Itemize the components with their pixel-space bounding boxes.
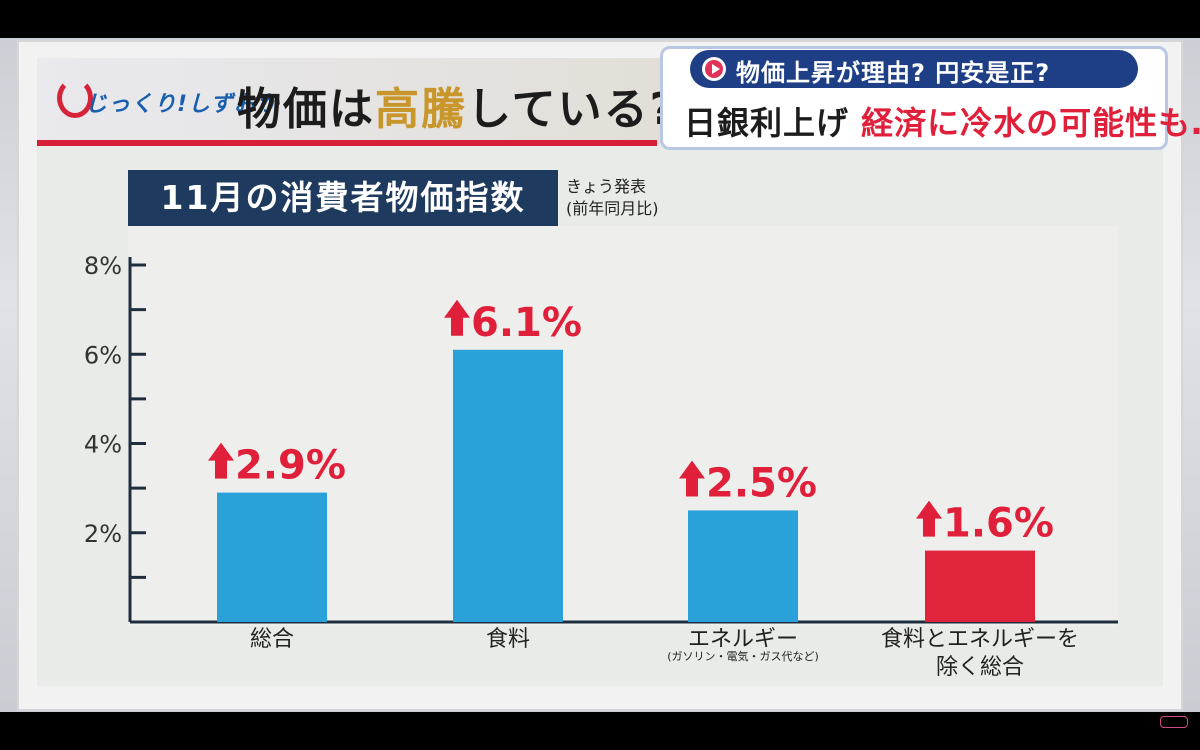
news-sub-pill — [690, 50, 1138, 88]
category-label: エネルギー — [688, 627, 798, 652]
page-title-part3: している? — [467, 84, 678, 135]
chart-note-line1: きょう発表 — [566, 177, 647, 196]
logo-text: じっくり!しずおか — [85, 92, 280, 117]
category-label: 食料とエネルギーを — [881, 627, 1079, 652]
bar-value-label: 2.5% — [706, 460, 817, 506]
news-sub-headline: 物価上昇が理由? 円安是正? — [736, 59, 1051, 87]
bar — [453, 349, 563, 622]
top-letterbox — [0, 0, 1200, 38]
up-arrow-icon — [208, 442, 234, 479]
category-note: (ガソリン・電気・ガス代など) — [667, 649, 819, 663]
bar — [688, 510, 798, 622]
category-label: 除く総合 — [936, 655, 1024, 680]
up-arrow-icon — [679, 460, 705, 497]
bar — [925, 550, 1035, 622]
logo-ring-icon — [57, 78, 93, 118]
bottom-letterbox — [0, 712, 1200, 750]
title-underline — [37, 140, 657, 146]
y-tick-label: 6% — [84, 341, 122, 369]
up-arrow-icon — [444, 299, 470, 336]
page-title: 物価は高騰している? — [237, 73, 677, 137]
bar-value-label: 1.6% — [943, 501, 1054, 547]
news-main-headline: 日銀利上げ 経済に冷水の可能性も… — [684, 98, 1200, 144]
category-label: 総合 — [250, 627, 294, 652]
program-logo: じっくり!しずおか — [57, 74, 279, 130]
play-icon — [702, 57, 726, 81]
chart-note-line2: (前年同月比) — [566, 199, 659, 218]
chart-title: 11月の消費者物価指数 — [128, 170, 558, 226]
bar-value-label: 6.1% — [471, 300, 582, 346]
news-main-part2: 経済に冷水の可能性も… — [861, 104, 1200, 142]
y-tick-label: 2% — [84, 520, 122, 548]
broadcaster-logo-icon — [1160, 716, 1188, 728]
up-arrow-icon — [916, 500, 942, 537]
y-tick-label: 8% — [84, 252, 122, 280]
bar-value-label: 2.9% — [235, 443, 346, 489]
bar — [217, 492, 327, 622]
page-title-part1: 物価は — [237, 84, 375, 135]
news-main-part1: 日銀利上げ — [684, 104, 862, 142]
category-label: 食料 — [486, 627, 530, 652]
page-title-highlight: 高騰 — [375, 84, 467, 135]
chart-note: きょう発表 (前年同月比) — [566, 176, 659, 220]
y-tick-label: 4% — [84, 431, 122, 459]
